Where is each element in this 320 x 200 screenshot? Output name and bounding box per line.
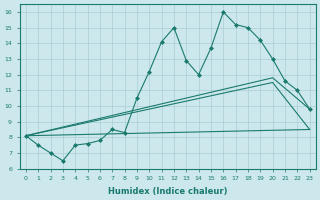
X-axis label: Humidex (Indice chaleur): Humidex (Indice chaleur): [108, 187, 228, 196]
